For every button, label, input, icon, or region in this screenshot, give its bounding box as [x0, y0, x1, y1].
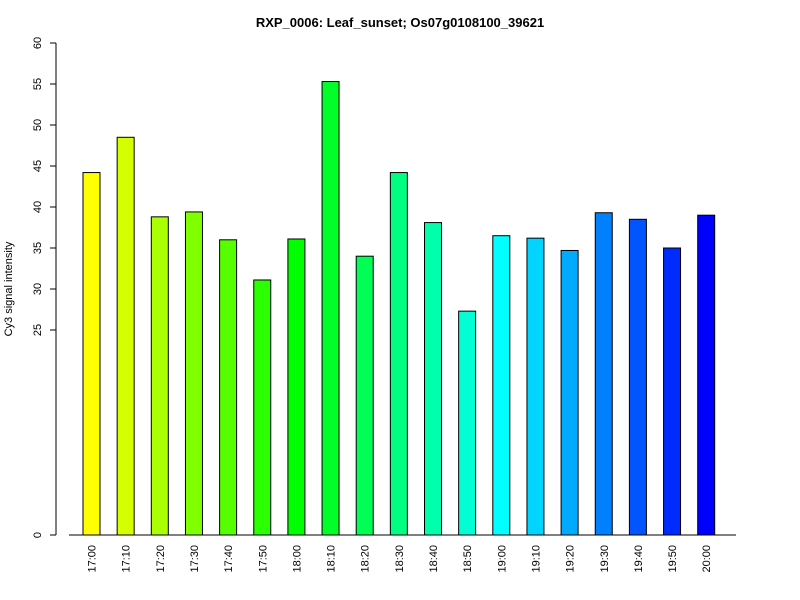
bar — [321, 81, 340, 536]
bar — [492, 235, 511, 536]
bar — [628, 218, 647, 536]
y-tick-label: 40 — [32, 201, 44, 213]
x-tick-label: 17:50 — [257, 545, 269, 573]
bar — [184, 211, 203, 536]
bar — [287, 238, 306, 536]
x-tick-label: 17:40 — [223, 545, 235, 573]
y-axis: 0 25 30 35 40 45 50 55 60 — [32, 37, 57, 538]
y-tick-label: 35 — [32, 242, 44, 254]
bar — [116, 136, 135, 536]
bar — [150, 216, 169, 536]
bar — [663, 247, 682, 536]
bars — [82, 81, 716, 536]
x-tick-label: 18:20 — [360, 545, 372, 573]
bar — [458, 310, 477, 536]
y-tick-label: 45 — [32, 160, 44, 172]
bar — [253, 279, 272, 536]
x-tick-label: 19:40 — [633, 545, 645, 573]
x-tick-label: 20:00 — [701, 545, 713, 573]
x-tick-label: 17:00 — [87, 545, 99, 573]
x-tick-label: 17:10 — [121, 545, 133, 573]
x-tick-label: 18:50 — [462, 545, 474, 573]
x-tick-label: 19:30 — [599, 545, 611, 573]
x-tick-label: 19:10 — [530, 545, 542, 573]
x-tick-label: 17:20 — [155, 545, 167, 573]
y-tick-label: 30 — [32, 283, 44, 295]
x-tick-label: 19:20 — [565, 545, 577, 573]
y-axis-label: Cy3 signal intensity — [3, 241, 15, 336]
y-tick-label: 25 — [32, 324, 44, 336]
x-axis-tick-labels: 17:00 17:10 17:20 17:30 17:40 17:50 18:00 18:10… — [87, 545, 714, 573]
x-tick-label: 17:30 — [189, 545, 201, 573]
x-tick-label: 18:10 — [326, 545, 338, 573]
bar — [219, 239, 238, 536]
y-tick-label: 0 — [32, 532, 44, 538]
x-tick-label: 18:00 — [291, 545, 303, 573]
bar — [82, 172, 101, 536]
bar — [560, 249, 579, 536]
bar — [697, 214, 716, 536]
bar — [526, 237, 545, 536]
bar — [424, 222, 442, 536]
bar — [355, 255, 374, 536]
chart-title: RXP_0006: Leaf_sunset; Os07g0108100_3962… — [256, 15, 544, 30]
bar — [594, 212, 613, 536]
x-tick-label: 18:30 — [394, 545, 406, 573]
x-tick-label: 19:50 — [667, 545, 679, 573]
y-tick-label: 60 — [32, 37, 44, 49]
bar — [389, 172, 408, 536]
y-tick-label: 55 — [32, 78, 44, 90]
x-tick-label: 19:00 — [496, 545, 508, 573]
x-tick-label: 18:40 — [428, 545, 440, 573]
y-tick-label: 50 — [32, 119, 44, 131]
